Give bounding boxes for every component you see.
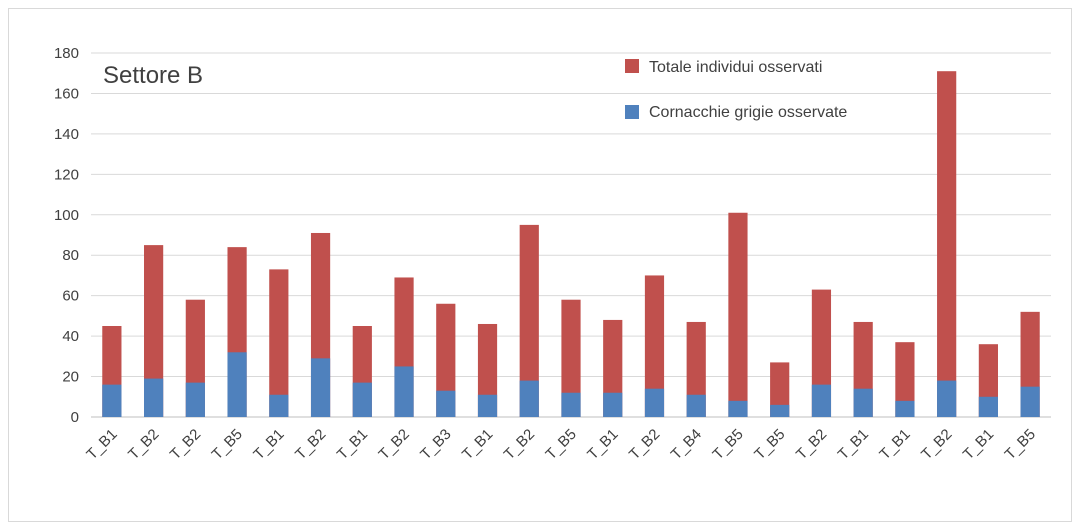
- y-tick-label: 180: [54, 45, 79, 62]
- legend-swatch-crows: [625, 105, 639, 119]
- x-tick-label: T_B1: [334, 426, 371, 463]
- x-tick-label: T_B2: [793, 426, 830, 463]
- bar-crows-23: [1020, 386, 1040, 417]
- y-tick-label: 40: [62, 328, 79, 345]
- bar-total-10: [477, 323, 498, 417]
- bar-total-21: [937, 71, 957, 417]
- x-tick-label: T_B2: [918, 426, 955, 463]
- y-tick-label: 100: [54, 207, 79, 224]
- x-tick-label: T_B5: [1002, 426, 1039, 463]
- bar-crows-17: [770, 404, 790, 417]
- bar-crows-18: [811, 384, 832, 417]
- bar-crows-22: [978, 396, 998, 417]
- x-axis: T_B1 T_B2 T_B2 T_B5 T_B1 T_B2 T_B1 T_B2 T_B3 T_B1…: [83, 426, 1039, 463]
- bar-crows-2: [144, 378, 164, 417]
- bar-total-16: [728, 212, 748, 417]
- legend: Totale individui osservati Cornacchie gr…: [625, 59, 847, 121]
- bar-crows-11: [519, 380, 539, 417]
- bar-crows-8: [394, 366, 414, 417]
- bar-total-15: [686, 321, 706, 417]
- bar-crows-19: [853, 388, 873, 417]
- bar-crows-7: [352, 382, 372, 417]
- y-tick-label: 120: [54, 166, 79, 183]
- bar-crows-10: [477, 394, 498, 417]
- chart-title: Settore B: [103, 62, 203, 89]
- bar-crows-20: [895, 400, 915, 417]
- gridlines: [91, 52, 1051, 418]
- y-tick-label: 140: [54, 126, 79, 143]
- y-tick-label: 0: [71, 409, 79, 426]
- bar-total-17: [770, 362, 790, 417]
- legend-label-crows: Cornacchie grigie osservate: [649, 104, 847, 121]
- bar-crows-4: [227, 352, 247, 417]
- y-axis: 0 20 40 60 80 100 120 140 160 180: [54, 45, 79, 426]
- legend-label-total: Totale individui osservati: [649, 59, 822, 76]
- bar-crows-16: [728, 400, 748, 417]
- x-tick-label: T_B2: [375, 426, 412, 463]
- chart-frame: 0 20 40 60 80 100 120 140 160 180 T_B1 T_B2 T_B2 T_B…: [8, 8, 1072, 522]
- x-tick-label: T_B5: [751, 426, 788, 463]
- x-tick-label: T_B2: [501, 426, 538, 463]
- x-tick-label: T_B2: [167, 426, 204, 463]
- x-tick-label: T_B1: [876, 426, 913, 463]
- x-tick-label: T_B5: [209, 426, 246, 463]
- x-tick-label: T_B2: [125, 426, 162, 463]
- y-tick-label: 60: [62, 288, 79, 305]
- x-tick-label: T_B4: [668, 426, 705, 463]
- x-tick-label: T_B3: [417, 426, 454, 463]
- y-tick-label: 80: [62, 247, 79, 264]
- x-tick-label: T_B2: [626, 426, 663, 463]
- x-tick-label: T_B1: [584, 426, 621, 463]
- bar-crows-21: [937, 380, 957, 417]
- x-tick-label: T_B1: [960, 426, 997, 463]
- bar-total-11: [519, 224, 539, 417]
- bar-crows-13: [603, 392, 623, 417]
- bar-total-9: [436, 303, 456, 417]
- bar-crows-3: [185, 382, 205, 417]
- bar-total-20: [895, 342, 915, 417]
- x-tick-label: T_B5: [709, 426, 746, 463]
- bar-crows-6: [310, 358, 331, 417]
- y-tick-label: 20: [62, 369, 79, 386]
- bars: [102, 71, 1040, 417]
- legend-swatch-total: [625, 59, 639, 73]
- bar-crows-1: [102, 384, 122, 417]
- bar-total-14: [644, 275, 665, 417]
- bar-total-12: [561, 299, 581, 417]
- x-tick-label: T_B2: [292, 426, 329, 463]
- bar-crows-5: [269, 394, 289, 417]
- y-tick-label: 160: [54, 85, 79, 102]
- bar-total-5: [269, 269, 289, 417]
- bar-total-2: [144, 245, 164, 417]
- x-tick-label: T_B1: [459, 426, 496, 463]
- bar-crows-12: [561, 392, 581, 417]
- bar-crows-14: [644, 388, 665, 417]
- bar-crows-15: [686, 394, 706, 417]
- x-tick-label: T_B1: [250, 426, 287, 463]
- x-tick-label: T_B5: [542, 426, 579, 463]
- x-tick-label: T_B1: [83, 426, 120, 463]
- bar-crows-9: [436, 390, 456, 417]
- x-tick-label: T_B1: [835, 426, 872, 463]
